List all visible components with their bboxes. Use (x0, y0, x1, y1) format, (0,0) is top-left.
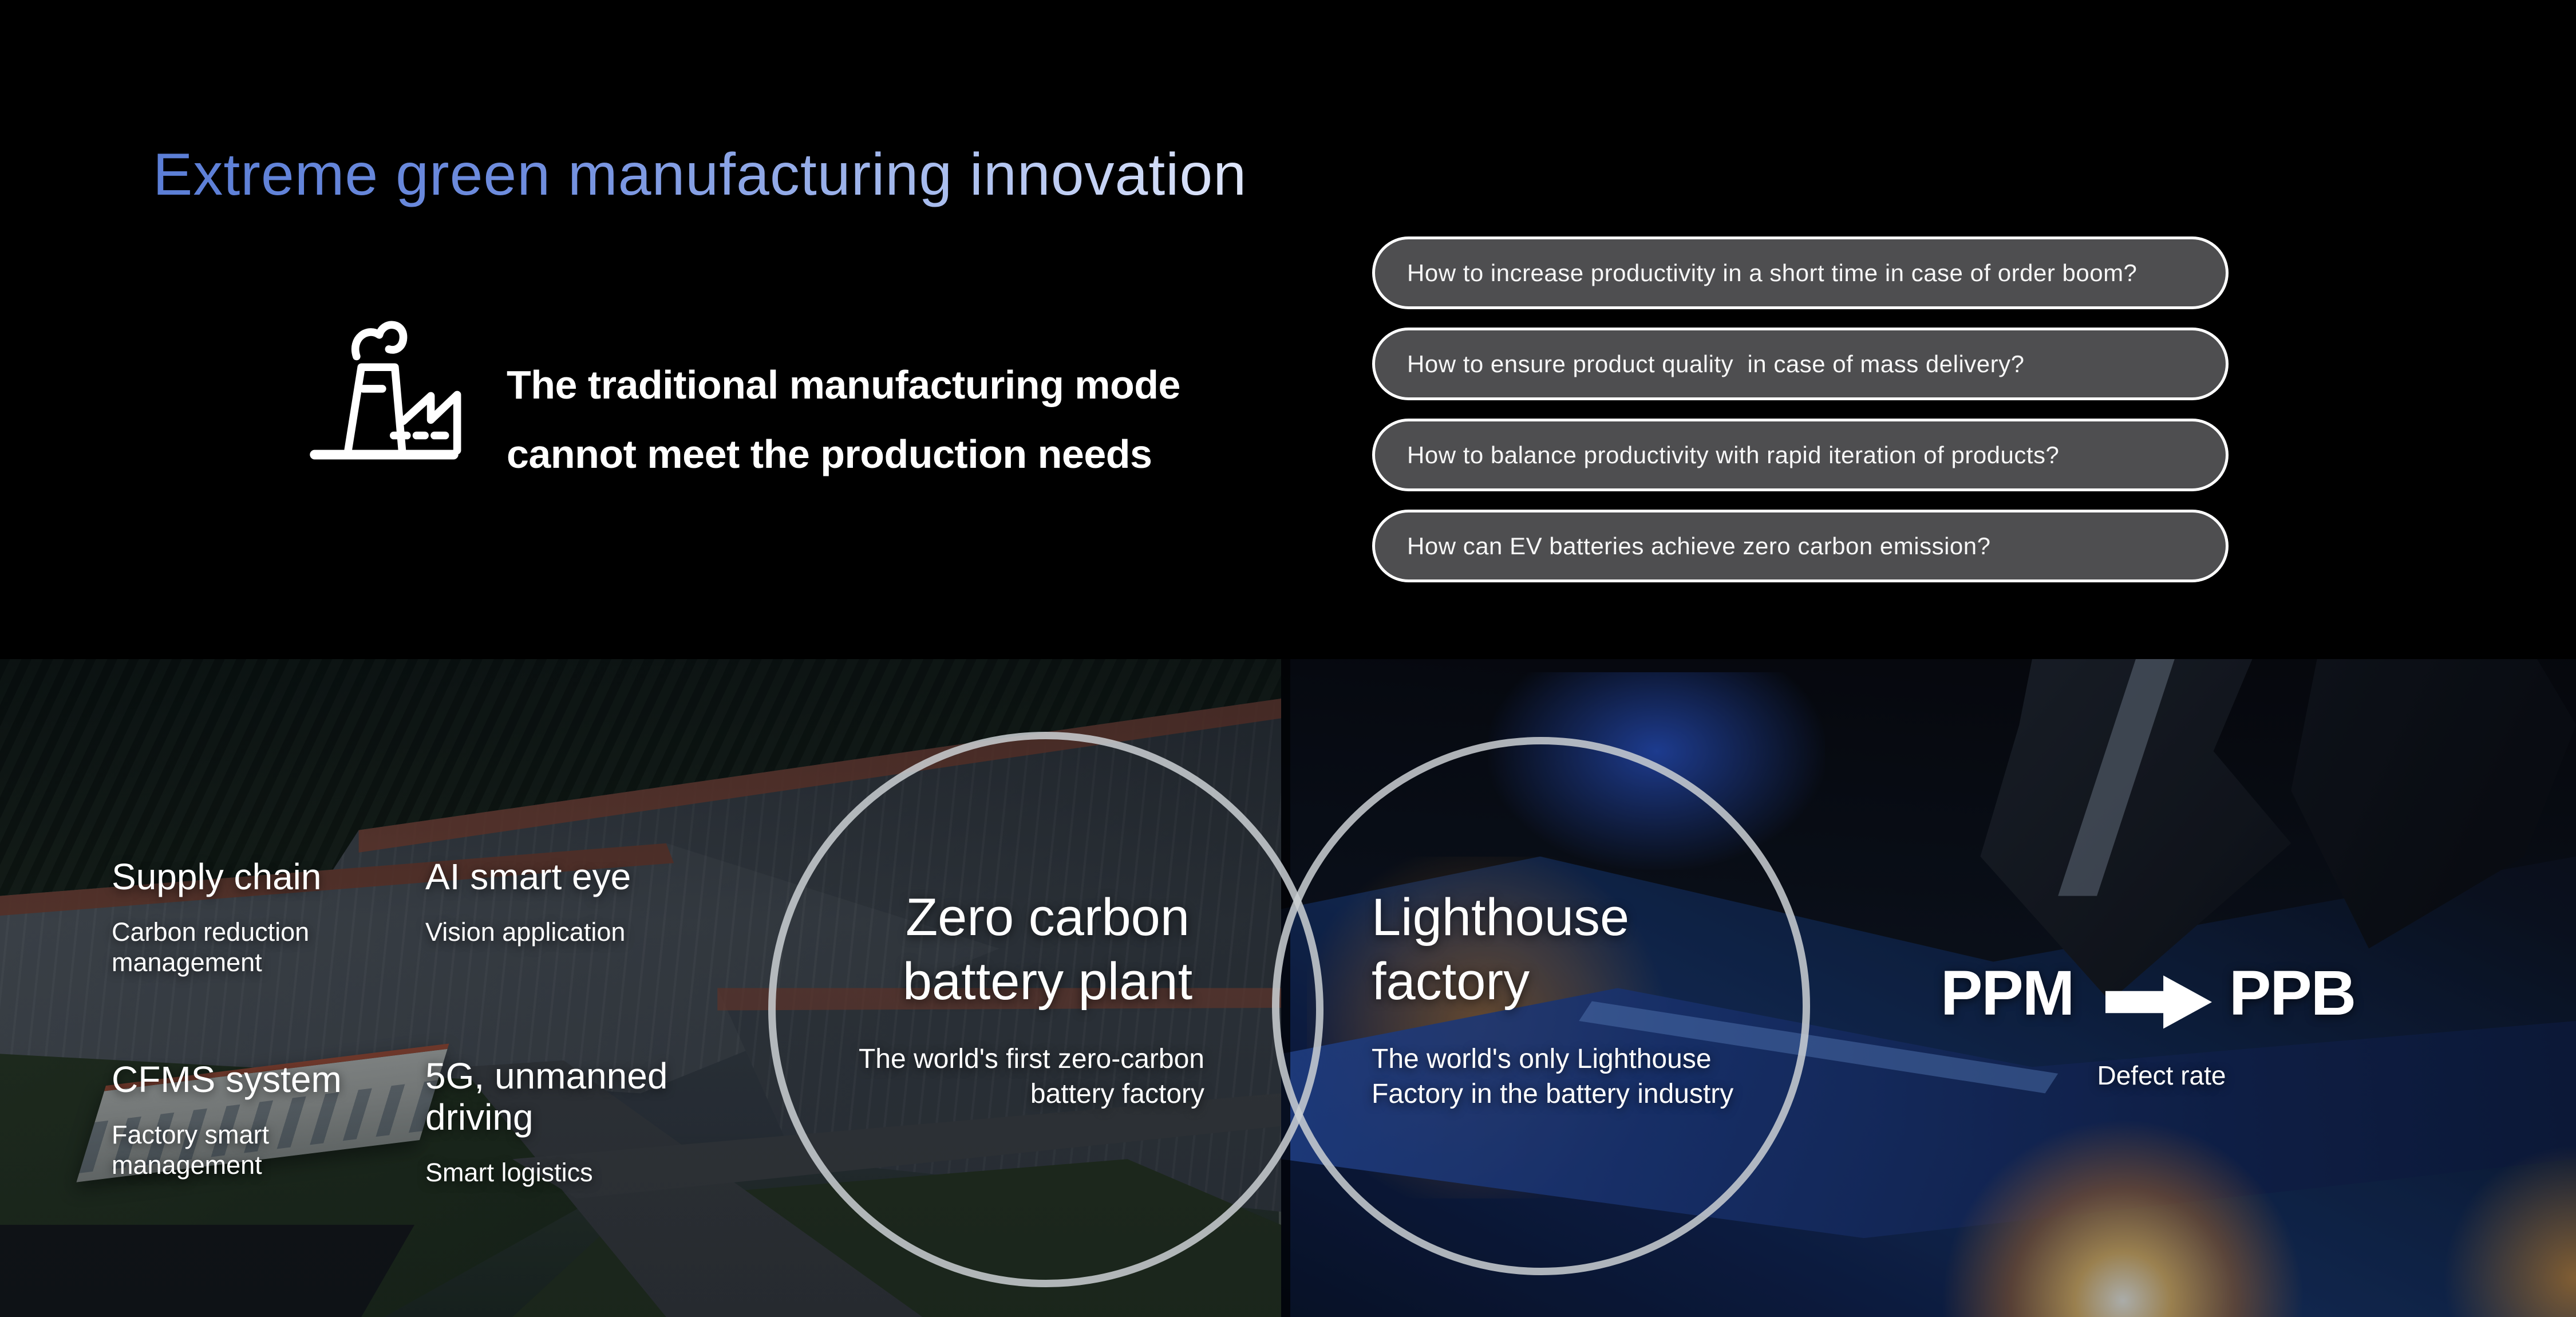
feature-subtitle: Smart logistics (425, 1158, 593, 1187)
question-pill-1: How to increase productivity in a short … (1372, 236, 2229, 309)
highlight-lighthouse-title: Lighthouse factory (1372, 888, 1630, 1011)
question-pill-2-label: How to ensure product quality in case of… (1407, 350, 2025, 377)
metric-ppm: PPM (1941, 958, 2075, 1028)
feature-supply-chain: Supply chain Carbon reduction management (112, 856, 321, 977)
feature-subtitle: Carbon reduction management (112, 917, 310, 977)
problem-statement: The traditional manufacturing mode canno… (507, 350, 1180, 489)
metric-ppb: PPB (2229, 958, 2356, 1028)
question-pill-2: How to ensure product quality in case of… (1372, 328, 2229, 400)
feature-title: 5G, unmanned driving (425, 1055, 668, 1138)
question-pill-3-label: How to balance productivity with rapid i… (1407, 441, 2060, 468)
welding-spark-glow (2420, 1146, 2576, 1317)
highlight-zero-carbon-subtitle: The world's first zero-carbon battery fa… (858, 1044, 1204, 1109)
question-pill-4-label: How can EV batteries achieve zero carbon… (1407, 532, 1991, 559)
photo-strip: Supply chain Carbon reduction management… (0, 659, 2576, 1317)
defect-rate-caption: Defect rate (2097, 1060, 2226, 1090)
feature-subtitle: Factory smart management (112, 1120, 270, 1180)
problem-statement-line2: cannot meet the production needs (507, 432, 1152, 476)
question-pill-1-label: How to increase productivity in a short … (1407, 259, 2138, 286)
feature-5g-unmanned-driving: 5G, unmanned driving Smart logistics (425, 1055, 667, 1188)
feature-ai-smart-eye: AI smart eye Vision application (425, 856, 631, 947)
highlight-lighthouse-subtitle: The world's only Lighthouse Factory in t… (1372, 1044, 1734, 1109)
problem-statement-line1: The traditional manufacturing mode (507, 362, 1180, 407)
feature-cfms-system: CFMS system Factory smart management (112, 1059, 342, 1180)
right-arrow-icon (2105, 972, 2212, 1032)
page-title: Extreme green manufacturing innovation (153, 141, 1247, 208)
feature-title: Supply chain (112, 856, 322, 897)
feature-subtitle: Vision application (425, 917, 626, 947)
highlight-zero-carbon-title: Zero carbon battery plant (902, 888, 1193, 1011)
factory-icon (306, 316, 462, 464)
question-pill-3: How to balance productivity with rapid i… (1372, 419, 2229, 491)
question-list: How to increase productivity in a short … (1372, 236, 2229, 601)
feature-title: AI smart eye (425, 856, 631, 897)
feature-title: CFMS system (112, 1059, 342, 1100)
welding-spark-glow (1929, 1119, 2317, 1317)
question-pill-4: How can EV batteries achieve zero carbon… (1372, 510, 2229, 582)
